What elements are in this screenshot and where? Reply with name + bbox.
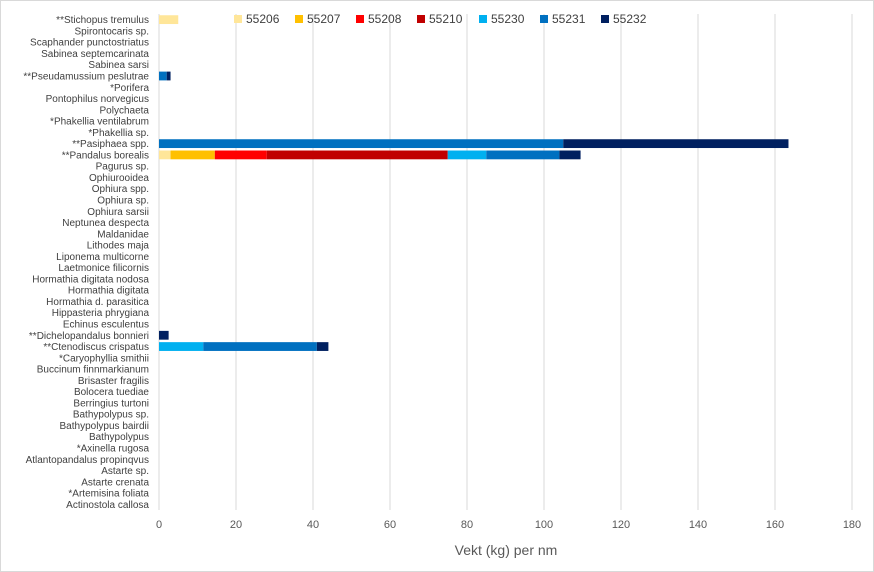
category-label: Hormathia digitata xyxy=(68,286,150,297)
bar-segment-55231 xyxy=(159,139,564,149)
category-label: Spirontocaris sp. xyxy=(75,26,149,37)
category-label: Buccinum finnmarkianum xyxy=(37,365,149,376)
category-label: Scaphander punctostriatus xyxy=(30,38,149,49)
x-tick-label: 140 xyxy=(689,519,707,531)
category-label: Pontophilus norvegicus xyxy=(46,94,149,105)
legend-swatch-55230 xyxy=(479,15,487,23)
category-label: Bolocera tuediae xyxy=(74,387,149,398)
legend-label: 55210 xyxy=(429,12,463,26)
category-label: Hormathia d. parasitica xyxy=(46,297,149,308)
legend-swatch-55206 xyxy=(234,15,242,23)
legend-label: 55231 xyxy=(552,12,586,26)
bar-segment-55210 xyxy=(266,150,448,160)
category-label: *Porifera xyxy=(110,83,149,94)
legend-label: 55206 xyxy=(246,12,280,26)
bar-segment-55231 xyxy=(159,71,167,81)
bar-segment-55232 xyxy=(166,71,171,81)
category-label: Ophiurooidea xyxy=(89,173,149,184)
x-tick-label: 60 xyxy=(384,519,396,531)
legend-swatch-55232 xyxy=(601,15,609,23)
legend-label: 55232 xyxy=(613,12,647,26)
x-tick-label: 180 xyxy=(843,519,861,531)
category-label: *Caryophyllia smithii xyxy=(59,353,149,364)
x-axis-title: Vekt (kg) per nm xyxy=(455,542,558,558)
category-label: **Stichopus tremulus xyxy=(56,15,149,26)
bar-segment-55207 xyxy=(170,150,215,160)
x-tick-label: 40 xyxy=(307,519,319,531)
legend-swatch-55231 xyxy=(540,15,548,23)
category-label: *Phakellia ventilabrum xyxy=(50,117,149,128)
legend-label: 55208 xyxy=(368,12,402,26)
category-label: Atlantopandalus propinqvus xyxy=(26,455,149,466)
bar-segment-55206 xyxy=(159,15,179,25)
category-label: Bathypolypus bairdii xyxy=(60,421,150,432)
category-label: Sabinea sarsi xyxy=(88,60,149,71)
category-label: Maldanidae xyxy=(97,229,149,240)
x-tick-label: 100 xyxy=(535,519,553,531)
category-label: Actinostola callosa xyxy=(66,500,149,511)
x-tick-label: 80 xyxy=(461,519,473,531)
category-label: **Pandalus borealis xyxy=(62,150,149,161)
category-label: Liponema multicorne xyxy=(56,252,149,263)
category-label: Laetmonice filicornis xyxy=(58,263,149,274)
x-tick-labels: 0 20 40 60 80 100 120 140 160 180 xyxy=(156,519,861,531)
category-label: **Ctenodiscus crispatus xyxy=(43,342,149,353)
category-label: Ophiura sarsii xyxy=(87,207,149,218)
bar-segment-55232 xyxy=(316,342,329,351)
bar-segment-55232 xyxy=(563,139,789,149)
bar-segment-55206 xyxy=(159,150,171,160)
legend-swatch-55208 xyxy=(356,15,364,23)
category-label: *Artemisina foliata xyxy=(68,489,149,500)
category-label: Berringius turtoni xyxy=(73,398,149,409)
category-label: Polychaeta xyxy=(100,105,150,116)
category-label: **Dichelopandalus bonnieri xyxy=(29,331,149,342)
x-tick-label: 20 xyxy=(230,519,242,531)
legend-label: 55230 xyxy=(491,12,525,26)
legend-swatch-55207 xyxy=(295,15,303,23)
category-label: Astarte crenata xyxy=(81,477,149,488)
category-label: Ophiura spp. xyxy=(92,184,149,195)
category-label: Ophiura sp. xyxy=(97,196,149,207)
x-tick-label: 160 xyxy=(766,519,784,531)
category-label: Lithodes maja xyxy=(87,241,150,252)
bar-segment-55231 xyxy=(486,150,560,160)
category-label: Sabinea septemcarinata xyxy=(41,49,149,60)
category-label: Neptunea despecta xyxy=(62,218,149,229)
legend: 55206 55207 55208 55210 55230 55231 55232 xyxy=(234,12,647,26)
gridlines xyxy=(158,14,853,510)
x-tick-label: 0 xyxy=(156,519,162,531)
category-label: Echinus esculentus xyxy=(63,320,149,331)
category-label: *Axinella rugosa xyxy=(77,444,150,455)
category-label: **Pasiphaea spp. xyxy=(72,139,149,150)
bar-segment-55232 xyxy=(159,330,169,340)
x-tick-label: 120 xyxy=(612,519,630,531)
category-label: Hippasteria phrygiana xyxy=(52,308,150,319)
category-label: Bathypolypus sp. xyxy=(73,410,149,421)
bars xyxy=(159,15,789,351)
category-label: Hormathia digitata nodosa xyxy=(32,274,149,285)
bar-segment-55230 xyxy=(447,150,487,160)
bar-segment-55232 xyxy=(559,150,581,160)
category-label: Astarte sp. xyxy=(101,466,149,477)
category-label: Pagurus sp. xyxy=(96,162,149,173)
legend-label: 55207 xyxy=(307,12,341,26)
category-label: Bathypolypus xyxy=(89,432,149,443)
legend-swatch-55210 xyxy=(417,15,425,23)
category-label: Brisaster fragilis xyxy=(78,376,149,387)
category-label: *Phakellia sp. xyxy=(88,128,149,139)
bar-segment-55230 xyxy=(159,342,204,351)
category-label: **Pseudamussium peslutrae xyxy=(23,72,149,83)
bar-segment-55231 xyxy=(203,342,317,351)
bar-segment-55208 xyxy=(214,150,267,160)
